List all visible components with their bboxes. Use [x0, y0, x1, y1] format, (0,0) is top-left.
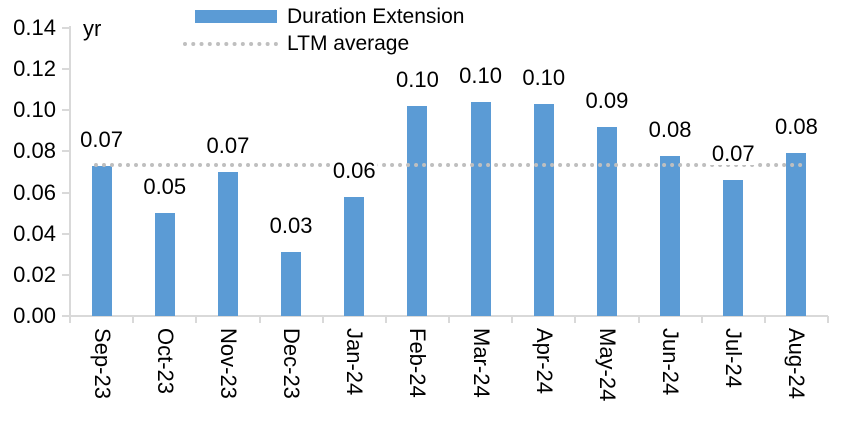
x-tick-label: Oct-23 [152, 328, 178, 395]
x-axis-tick [132, 316, 135, 323]
x-axis-tick [321, 316, 324, 323]
bar [91, 165, 112, 316]
x-axis-tick [69, 316, 71, 323]
y-axis-tick [62, 315, 70, 317]
x-tick-label: Aug-24 [784, 328, 810, 399]
y-tick-label: 0.06 [13, 179, 56, 205]
y-axis-unit-label: yr [83, 16, 102, 41]
bar-value-label: 0.09 [583, 87, 631, 113]
legend-label-duration-extension: Duration Extension [287, 5, 465, 28]
bar-value-label: 0.08 [772, 114, 820, 140]
bar-value-label: 0.10 [457, 63, 504, 89]
legend-bar-swatch-icon [195, 10, 277, 23]
bar [154, 213, 175, 316]
x-axis-tick [195, 316, 198, 323]
x-tick-label: Jul-24 [721, 328, 747, 388]
bar-value-label: 0.10 [393, 67, 441, 93]
bar-value-label: 0.08 [646, 116, 694, 142]
bar-value-label: 0.07 [204, 133, 252, 158]
bar [723, 180, 744, 316]
y-axis-tick [62, 27, 70, 29]
y-tick-label: 0.00 [13, 303, 56, 328]
y-tick-label: 0.10 [13, 97, 56, 123]
y-axis-tick [62, 191, 70, 194]
bar-value-label: 0.06 [330, 157, 378, 183]
legend-dotted-line-swatch-icon [183, 41, 278, 46]
ltm-average-line [93, 162, 804, 167]
x-axis-tick [448, 316, 450, 323]
x-tick-label: May-24 [594, 328, 620, 402]
x-tick-label: Dec-23 [279, 328, 305, 399]
bar [596, 126, 617, 316]
y-axis-tick [62, 232, 70, 235]
x-tick-label: Mar-24 [468, 328, 494, 398]
y-axis-tick [62, 150, 70, 153]
x-tick-label: Sep-23 [89, 328, 115, 399]
x-axis-tick [384, 316, 387, 323]
x-tick-label: Jan-24 [342, 328, 368, 396]
legend-entry-duration-extension: Duration Extension [183, 3, 464, 30]
x-axis-tick [637, 316, 640, 323]
bar [660, 155, 681, 316]
x-axis-tick [700, 316, 703, 323]
bar [407, 106, 428, 316]
legend: Duration Extension LTM average [183, 3, 464, 57]
legend-entry-ltm-average: LTM average [183, 30, 464, 57]
bar [533, 104, 554, 316]
y-tick-label: 0.02 [13, 261, 56, 287]
bar [786, 153, 807, 316]
x-tick-label: Apr-24 [531, 328, 557, 395]
x-axis-tick [574, 316, 577, 323]
legend-label-ltm-average: LTM average [287, 32, 410, 55]
y-tick-label: 0.08 [13, 138, 56, 164]
bar [344, 196, 365, 316]
y-tick-label: 0.04 [13, 220, 56, 246]
x-axis-tick [258, 316, 261, 323]
y-axis-tick [62, 68, 70, 71]
y-axis-line [69, 26, 71, 318]
x-axis-tick [763, 316, 766, 323]
bar-value-label: 0.03 [267, 213, 315, 239]
x-tick-label: Jun-24 [658, 328, 684, 396]
x-axis-tick [827, 316, 829, 323]
bar [217, 172, 238, 316]
bar-value-label: 0.07 [78, 126, 125, 152]
bar [281, 252, 302, 316]
bar-value-label: 0.05 [141, 174, 189, 200]
y-axis-tick [62, 109, 70, 112]
y-axis-tick [62, 273, 70, 276]
y-tick-label: 0.12 [13, 56, 56, 82]
x-tick-label: Nov-23 [215, 328, 241, 399]
bar-value-label: 0.07 [709, 141, 757, 167]
x-tick-label: Feb-24 [405, 328, 431, 398]
bar [470, 102, 491, 316]
bar-value-label: 0.10 [520, 65, 568, 91]
y-tick-label: 0.14 [13, 15, 56, 40]
x-axis-tick [511, 316, 514, 323]
